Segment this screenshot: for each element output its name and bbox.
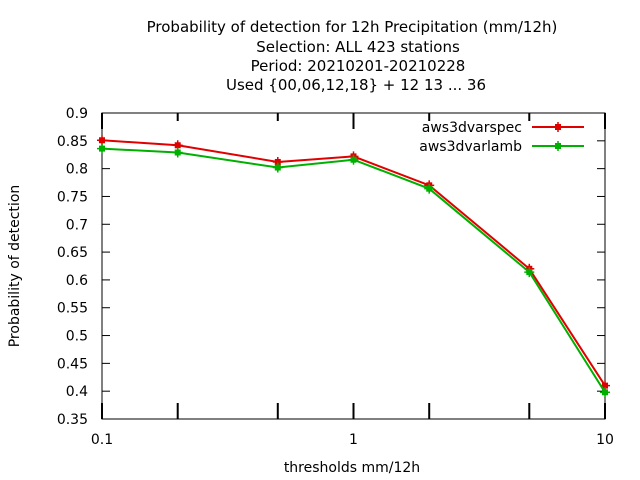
legend-item: aws3dvarlamb <box>419 139 584 155</box>
series-line <box>101 139 606 387</box>
y-tick-label: 0.55 <box>57 301 88 317</box>
x-tick-label: 0.1 <box>91 432 113 448</box>
data-point <box>97 135 107 146</box>
data-point <box>97 143 107 154</box>
y-tick-label: 0.45 <box>57 356 88 372</box>
y-tick-label: 0.7 <box>66 217 88 233</box>
y-tick-label: 0.75 <box>57 189 88 205</box>
y-tick-label: 0.6 <box>66 273 88 289</box>
series-layer <box>97 135 610 398</box>
chart-title-line-2: Selection: ALL 423 stations <box>256 38 460 56</box>
data-point <box>272 162 283 173</box>
x-tick-label: 10 <box>596 432 614 448</box>
x-axis: 0.1 1 10 <box>91 113 614 448</box>
chart-title-line-3: Period: 20210201-20210228 <box>251 57 466 75</box>
legend-label: aws3dvarspec <box>422 120 522 136</box>
data-point <box>348 154 359 165</box>
y-tick-label: 0.8 <box>66 162 88 178</box>
chart-title: Probability of detection for 12h Precipi… <box>147 18 558 94</box>
y-tick-label: 0.85 <box>57 134 88 150</box>
legend-item: aws3dvarspec <box>422 120 584 136</box>
data-point <box>524 267 535 278</box>
series-aws3dvarlamb <box>97 143 610 398</box>
y-tick-label: 0.65 <box>57 245 88 261</box>
legend-label: aws3dvarlamb <box>419 139 522 155</box>
y-tick-label: 0.35 <box>57 412 88 428</box>
series-aws3dvarspec <box>97 135 610 391</box>
chart-title-line-4: Used {00,06,12,18} + 12 13 ... 36 <box>226 76 486 94</box>
x-axis-label: thresholds mm/12h <box>284 460 420 476</box>
chart-title-line-1: Probability of detection for 12h Precipi… <box>147 18 558 36</box>
legend-marker <box>553 122 563 132</box>
y-tick-label: 0.5 <box>66 329 88 345</box>
y-tick-label: 0.9 <box>66 106 88 122</box>
data-point <box>424 183 435 194</box>
y-tick-label: 0.4 <box>66 384 88 400</box>
legend: aws3dvarspec aws3dvarlamb <box>419 120 584 155</box>
data-point <box>172 147 183 158</box>
y-axis: 0.35 0.4 0.45 0.5 0.55 0.6 0.65 0.7 0.75 0.8 0.85 0… <box>57 106 605 428</box>
legend-marker <box>553 141 563 151</box>
data-point <box>600 387 610 398</box>
x-tick-label: 1 <box>349 432 358 448</box>
y-axis-label: Probability of detection <box>7 185 23 348</box>
